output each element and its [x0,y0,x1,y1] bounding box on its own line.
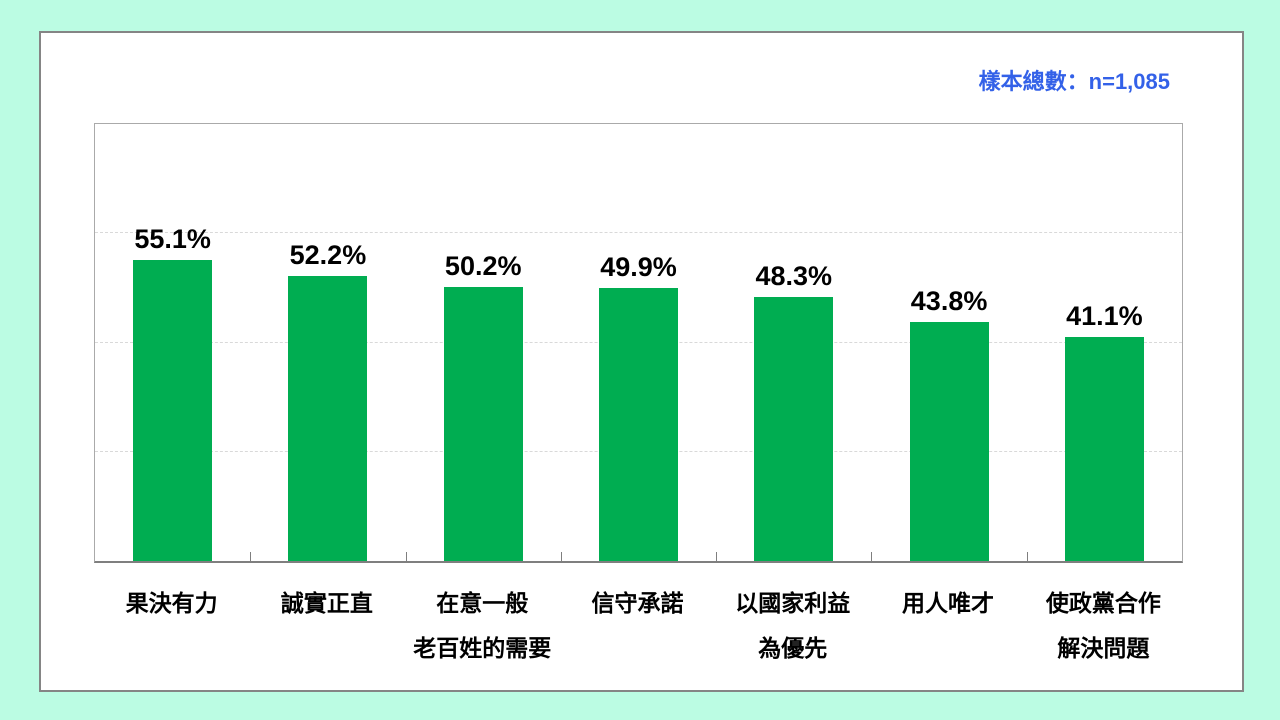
axis-tick [1026,552,1028,561]
bar-column: 43.8% [871,124,1026,561]
category-label: 使政黨合作 解決問題 [1045,590,1161,661]
category-label: 信守承諾 [591,590,684,616]
bar-value-label: 48.3% [755,261,833,292]
bar [909,321,989,561]
bar [1064,336,1144,561]
category-label: 誠實正直 [280,590,373,616]
axis-tick [716,552,718,561]
bar-value-label: 49.9% [600,252,677,283]
bar-column: 41.1% [1027,124,1182,561]
bar-column: 50.2% [406,124,561,561]
axis-tick [405,552,407,561]
bar-value-label: 41.1% [1066,300,1143,331]
bar-column: 48.3% [716,124,871,561]
category-label: 果決有力 [125,590,218,616]
bar-value-label: 50.2% [444,250,522,281]
axis-tick [250,552,252,561]
bar [288,275,368,561]
bar [598,288,678,561]
bar [754,297,834,561]
bar [443,286,523,561]
bar-column: 49.9% [561,124,716,561]
bar-value-label: 52.2% [289,239,367,270]
axis-tick [560,552,562,561]
category-label: 以國家利益 為優先 [735,590,851,661]
bar-column: 55.1% [95,124,250,561]
axis-tick [871,552,873,561]
bar-column: 52.2% [250,124,405,561]
bar-value-label: 43.8% [910,285,988,316]
chart-card: 樣本總數：n=1,085 55.1% 52.2% 50.2% 49.9% 48.3% 43… [39,31,1244,692]
bar [133,260,213,561]
sample-size-note: 樣本總數：n=1,085 [978,69,1170,94]
category-label: 在意一般 老百姓的需要 [413,590,552,661]
bar-value-label: 55.1% [134,224,211,255]
plot-area: 55.1% 52.2% 50.2% 49.9% 48.3% 43.8% 41.1% [94,123,1183,563]
x-axis-labels: 果決有力 誠實正直 在意一般 老百姓的需要 信守承諾 以國家利益 為優先 用人唯才 使政黨合… [94,581,1181,671]
gridline-60pct [95,232,1182,234]
category-label: 用人唯才 [902,590,995,616]
